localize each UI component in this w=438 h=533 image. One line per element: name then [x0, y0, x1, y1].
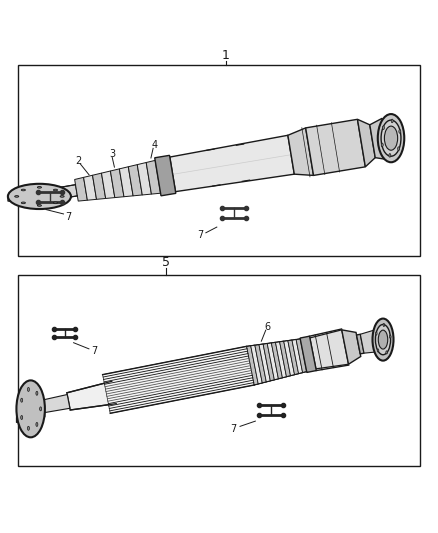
Ellipse shape [36, 391, 38, 395]
Ellipse shape [37, 187, 42, 188]
Polygon shape [255, 344, 266, 383]
Polygon shape [267, 343, 279, 380]
Ellipse shape [377, 349, 379, 352]
Polygon shape [17, 411, 45, 423]
Ellipse shape [381, 120, 401, 156]
Text: 5: 5 [162, 256, 170, 269]
Text: 7: 7 [65, 212, 71, 222]
Ellipse shape [21, 189, 25, 191]
Ellipse shape [37, 205, 42, 206]
Ellipse shape [391, 119, 393, 123]
Ellipse shape [21, 416, 23, 419]
Polygon shape [102, 171, 115, 198]
Ellipse shape [378, 114, 404, 162]
Ellipse shape [28, 426, 29, 430]
Ellipse shape [389, 154, 391, 157]
Ellipse shape [21, 202, 25, 204]
Text: 3: 3 [109, 149, 115, 159]
Polygon shape [84, 175, 96, 200]
Ellipse shape [378, 330, 388, 349]
Polygon shape [155, 155, 176, 196]
Polygon shape [357, 334, 364, 354]
Ellipse shape [28, 387, 29, 391]
Polygon shape [284, 341, 295, 376]
Ellipse shape [399, 130, 401, 133]
Polygon shape [8, 196, 49, 204]
Text: 7: 7 [92, 346, 98, 356]
Ellipse shape [19, 385, 42, 432]
Polygon shape [102, 346, 254, 413]
Polygon shape [292, 339, 303, 374]
Polygon shape [310, 330, 349, 369]
Ellipse shape [398, 147, 399, 150]
Polygon shape [259, 344, 270, 382]
Polygon shape [137, 163, 152, 195]
Ellipse shape [23, 393, 39, 424]
Polygon shape [357, 119, 375, 167]
Ellipse shape [27, 401, 35, 417]
Ellipse shape [13, 185, 66, 207]
Polygon shape [170, 135, 294, 192]
Text: 4: 4 [152, 140, 158, 150]
Polygon shape [288, 128, 314, 175]
Ellipse shape [60, 196, 64, 197]
Polygon shape [67, 381, 116, 410]
Text: 1: 1 [222, 49, 230, 62]
Ellipse shape [386, 351, 388, 354]
Bar [18, 275, 420, 466]
Polygon shape [370, 118, 389, 160]
Ellipse shape [53, 189, 57, 191]
Ellipse shape [385, 126, 398, 150]
Polygon shape [360, 330, 378, 353]
Polygon shape [288, 340, 299, 375]
Ellipse shape [53, 202, 57, 204]
Ellipse shape [21, 398, 23, 402]
Polygon shape [279, 341, 290, 377]
Ellipse shape [8, 184, 71, 209]
Polygon shape [74, 177, 87, 201]
Polygon shape [296, 338, 307, 373]
Ellipse shape [31, 193, 48, 200]
Text: 7: 7 [197, 230, 203, 240]
Polygon shape [92, 173, 106, 199]
Polygon shape [276, 342, 286, 378]
Text: 7: 7 [230, 424, 237, 433]
Polygon shape [263, 343, 275, 381]
Ellipse shape [36, 423, 38, 426]
Polygon shape [342, 330, 361, 364]
Ellipse shape [372, 319, 393, 361]
Polygon shape [146, 160, 161, 194]
Ellipse shape [14, 196, 19, 197]
Polygon shape [300, 336, 316, 373]
Polygon shape [272, 342, 283, 379]
Ellipse shape [383, 324, 385, 327]
Polygon shape [110, 169, 124, 198]
Polygon shape [120, 167, 133, 197]
Ellipse shape [375, 332, 377, 335]
Ellipse shape [17, 381, 45, 437]
Bar [18, 65, 420, 255]
Polygon shape [128, 165, 142, 196]
Text: 6: 6 [265, 322, 271, 332]
Text: 2: 2 [75, 156, 81, 166]
Polygon shape [33, 394, 70, 414]
Ellipse shape [382, 126, 385, 130]
Ellipse shape [389, 335, 391, 338]
Polygon shape [247, 345, 258, 385]
Polygon shape [251, 345, 262, 384]
Polygon shape [42, 184, 78, 201]
Ellipse shape [39, 407, 42, 411]
Ellipse shape [381, 143, 383, 147]
Ellipse shape [22, 190, 57, 204]
Polygon shape [306, 119, 365, 175]
Ellipse shape [375, 325, 391, 355]
